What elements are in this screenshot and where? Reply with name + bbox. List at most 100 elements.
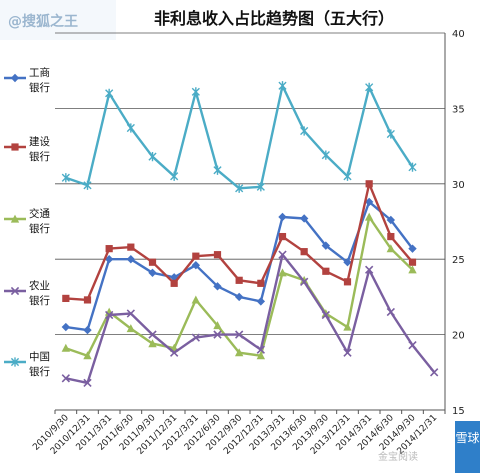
data-point xyxy=(299,214,309,223)
data-point xyxy=(386,307,395,317)
data-point xyxy=(387,232,395,241)
data-point xyxy=(256,351,266,360)
legend-swatch-marker xyxy=(10,286,20,296)
y-tick-label: 35 xyxy=(452,104,465,115)
data-point xyxy=(83,325,92,335)
data-point xyxy=(170,171,179,181)
series-1 xyxy=(62,180,417,304)
y-tick-label: 30 xyxy=(452,180,465,191)
data-point xyxy=(170,279,178,287)
series-4 xyxy=(61,81,417,193)
data-point xyxy=(343,278,352,286)
data-point xyxy=(191,333,200,342)
data-point xyxy=(300,126,309,136)
badge: 雪球 xyxy=(455,421,480,473)
series-0 xyxy=(61,197,417,335)
data-point xyxy=(430,368,439,377)
data-point xyxy=(83,180,92,190)
data-point xyxy=(126,123,135,133)
series-layer xyxy=(61,81,439,388)
series-2 xyxy=(61,212,417,360)
data-point xyxy=(234,292,244,302)
data-point xyxy=(213,282,222,291)
data-point xyxy=(192,252,200,260)
data-point xyxy=(386,129,395,139)
data-point xyxy=(213,251,222,259)
data-point xyxy=(322,267,330,275)
data-point xyxy=(83,378,92,388)
data-point xyxy=(235,183,244,193)
data-point xyxy=(278,268,287,277)
data-point xyxy=(61,173,70,183)
data-point xyxy=(386,215,396,225)
data-point xyxy=(213,330,222,339)
chart-title: 非利息收入占比趋势图（五大行） xyxy=(154,9,394,28)
data-point xyxy=(213,321,222,330)
data-point xyxy=(365,82,374,92)
data-point xyxy=(83,351,92,360)
legend-label-line1: 中国 xyxy=(29,350,50,363)
watermark-bottom: 金宝阅读 xyxy=(378,450,418,463)
data-point xyxy=(127,243,135,251)
data-point xyxy=(300,277,309,286)
data-point xyxy=(343,348,352,357)
legend-swatch-marker xyxy=(10,357,20,367)
legend-label-line1: 交通 xyxy=(29,207,50,220)
data-point xyxy=(62,294,70,303)
data-point xyxy=(61,343,71,352)
legend-label-line1: 建设 xyxy=(29,135,50,148)
data-point xyxy=(343,171,352,181)
data-point xyxy=(364,197,374,207)
data-point xyxy=(126,309,135,318)
legend-label-line2: 银行 xyxy=(29,365,50,378)
legend-swatch-marker xyxy=(10,214,20,223)
data-point xyxy=(191,295,201,304)
data-point xyxy=(235,276,243,284)
data-point xyxy=(170,348,179,357)
data-point xyxy=(148,268,157,277)
data-point xyxy=(104,255,114,264)
data-point xyxy=(191,261,201,270)
data-point xyxy=(278,250,287,259)
data-point xyxy=(343,258,352,267)
legend-swatch-marker xyxy=(11,143,19,151)
data-point xyxy=(321,310,330,320)
watermark-top: @搜狐之王 xyxy=(8,13,78,30)
legend-label-line1: 农业 xyxy=(29,279,50,292)
data-point xyxy=(408,265,417,274)
badge-label: 雪球 xyxy=(455,431,479,445)
data-point xyxy=(408,244,417,253)
data-point xyxy=(278,232,287,241)
legend-label-line2: 银行 xyxy=(29,81,50,94)
data-point xyxy=(278,81,287,91)
data-point xyxy=(126,255,136,264)
series-3 xyxy=(61,250,439,388)
legend-label-line2: 银行 xyxy=(29,222,50,235)
data-point xyxy=(105,88,114,98)
data-point xyxy=(365,265,374,274)
data-point xyxy=(278,212,287,222)
data-point xyxy=(148,258,157,266)
data-point xyxy=(213,165,222,175)
data-point xyxy=(61,322,71,332)
legend-label-line1: 工商 xyxy=(29,66,50,79)
data-point xyxy=(191,87,200,97)
badge-box xyxy=(455,421,480,473)
data-point xyxy=(365,180,373,188)
legend-label-line2: 银行 xyxy=(29,150,50,163)
y-tick-label: 40 xyxy=(452,29,465,40)
data-point xyxy=(105,310,114,320)
data-point xyxy=(386,244,396,253)
data-point xyxy=(408,340,417,350)
data-point xyxy=(300,248,308,256)
data-point xyxy=(321,241,331,250)
data-point xyxy=(61,374,70,383)
